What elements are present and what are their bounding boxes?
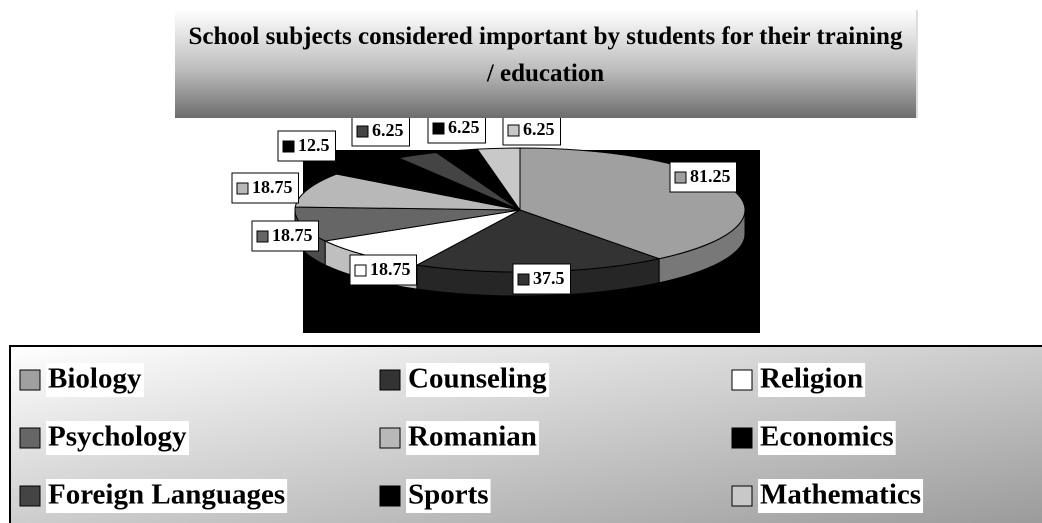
legend-label: Mathematics: [760, 479, 921, 511]
legend-text-bg: [758, 421, 896, 455]
data-label: 6.25: [523, 119, 555, 139]
chart-title: School subjects considered important by …: [175, 10, 918, 118]
data-label-key: [256, 230, 269, 243]
data-label-key: [354, 264, 367, 277]
legend-text-bg: [406, 363, 550, 397]
legend-text-bg: [758, 363, 866, 397]
legend-label: Economics: [760, 421, 894, 453]
legend-label: Counseling: [408, 363, 547, 395]
legend-key: [731, 427, 753, 449]
legend-key: [731, 369, 753, 391]
legend-text-bg: [406, 479, 491, 513]
legend-text-bg: [406, 421, 539, 455]
legend-label: Religion: [760, 363, 863, 395]
slice: [476, 147, 521, 212]
legend-key: [19, 369, 41, 391]
legend-label: Psychology: [48, 421, 187, 453]
legend-text-bg: [46, 363, 144, 397]
data-label-key: [507, 124, 520, 137]
data-label: 18.75: [272, 225, 313, 245]
data-label-key: [282, 140, 295, 153]
data-label: 18.75: [252, 177, 293, 197]
data-label-key: [674, 171, 687, 184]
legend-key: [19, 427, 41, 449]
legend-key: [379, 427, 401, 449]
legend-key: [379, 485, 401, 507]
data-label: 6.25: [372, 120, 404, 140]
data-label: 18.75: [370, 259, 411, 279]
legend-key: [19, 485, 41, 507]
slice: [294, 173, 521, 211]
data-label-key: [356, 125, 369, 138]
data-label-box: [349, 254, 417, 286]
legend-text-bg: [46, 421, 190, 455]
legend-text-bg: [758, 479, 924, 513]
data-label-key: [432, 122, 445, 135]
legend-label: Sports: [408, 479, 489, 511]
data-label: 6.25: [448, 117, 480, 137]
data-label: 37.5: [533, 268, 565, 288]
data-label: 81.25: [690, 166, 731, 186]
legend-text-bg: [46, 479, 288, 513]
legend-key: [379, 369, 401, 391]
legend-label: Biology: [48, 363, 142, 395]
legend-key: [731, 485, 753, 507]
legend-label: Foreign Languages: [48, 479, 285, 511]
data-label-key: [236, 182, 249, 195]
legend-label: Romanian: [408, 421, 537, 453]
data-label-key: [517, 273, 530, 286]
data-label: 12.5: [298, 135, 330, 155]
